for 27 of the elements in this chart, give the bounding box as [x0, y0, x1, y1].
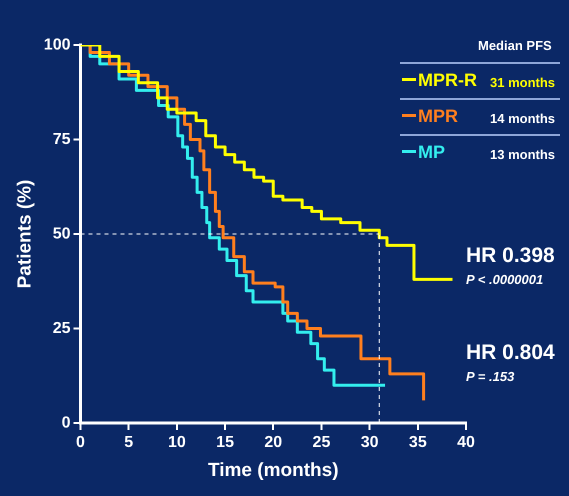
annotation: P < .0000001: [466, 272, 544, 287]
x-tick-label: 20: [264, 434, 282, 452]
text: 31 months: [490, 75, 556, 90]
y-tick-label: 75: [52, 130, 71, 148]
x-tick-label: 30: [360, 434, 379, 452]
text: 14 months: [490, 111, 556, 126]
x-tick-label: 15: [216, 434, 234, 452]
x-tick-label: 25: [312, 434, 330, 452]
y-tick-label: 100: [44, 36, 71, 54]
x-tick-label: 40: [457, 434, 475, 452]
x-tick-label: 0: [76, 434, 86, 452]
annotation: HR 0.398: [466, 244, 555, 268]
x-axis-title: Time (months): [208, 460, 339, 481]
legend-label: MPR: [418, 106, 458, 127]
x-tick-label: 5: [124, 434, 134, 452]
x-tick-label: 10: [168, 434, 186, 452]
legend-label: MP: [418, 142, 445, 163]
legend-label: MPR-R: [418, 70, 477, 91]
y-tick-label: 0: [62, 414, 71, 432]
annotation: P = .153: [466, 369, 514, 384]
text: Median PFS: [478, 38, 552, 53]
text: 13 months: [490, 147, 556, 162]
x-tick-label: 35: [408, 434, 427, 452]
y-tick-label: 50: [52, 225, 71, 242]
y-tick-label: 25: [52, 320, 71, 337]
annotation: HR 0.804: [466, 341, 555, 365]
y-axis-title: Patients (%): [14, 180, 36, 288]
